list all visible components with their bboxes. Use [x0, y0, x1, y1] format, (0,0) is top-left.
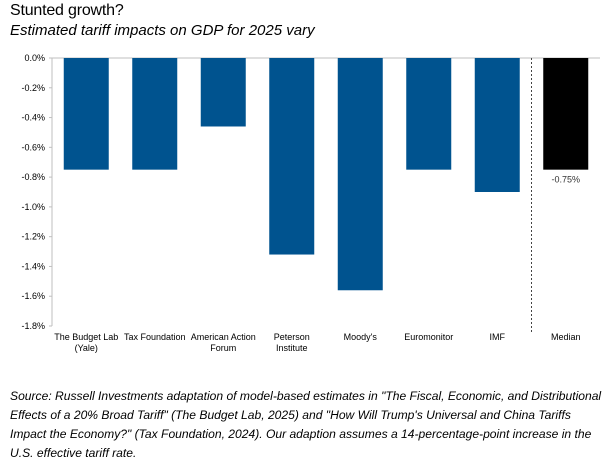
bar: [269, 58, 315, 255]
category-label: Euromonitor: [404, 332, 453, 342]
source-note: Source: Russell Investments adaptation o…: [10, 389, 602, 460]
category-label: Forum: [210, 343, 236, 353]
y-tick-label: -1.0%: [21, 202, 45, 212]
y-tick-label: -0.2%: [21, 83, 45, 93]
category-label: Peterson: [274, 332, 310, 342]
bar: [543, 58, 589, 170]
bar: [200, 58, 246, 127]
y-tick-label: -1.4%: [21, 261, 45, 271]
category-label: American Action: [191, 332, 256, 342]
y-tick-label: 0.0%: [24, 53, 45, 63]
category-label: Moody's: [344, 332, 378, 342]
data-label: -0.75%: [551, 175, 580, 185]
bar: [337, 58, 383, 291]
category-label: Tax Foundation: [124, 332, 186, 342]
chart-title: Stunted growth?: [10, 2, 124, 19]
chart-subtitle: Estimated tariff impacts on GDP for 2025…: [10, 22, 315, 39]
bar: [63, 58, 109, 170]
y-tick-label: -0.6%: [21, 142, 45, 152]
bar: [406, 58, 452, 170]
bar: [132, 58, 178, 170]
y-tick-label: -1.2%: [21, 232, 45, 242]
y-tick-label: -0.8%: [21, 172, 45, 182]
bar-chart: 0.0% -0.2% -0.4% -0.6% -0.8% -1.0% -1.2% -1.4% -…: [21, 53, 600, 353]
y-tick-label: -1.8%: [21, 321, 45, 331]
y-tick-label: -0.4%: [21, 113, 45, 123]
y-tick-label: -1.6%: [21, 291, 45, 301]
category-label: (Yale): [75, 343, 98, 353]
category-label: The Budget Lab: [54, 332, 118, 342]
category-label: IMF: [490, 332, 506, 342]
category-label: Institute: [276, 343, 308, 353]
bar: [474, 58, 520, 192]
category-label: Median: [551, 332, 581, 342]
